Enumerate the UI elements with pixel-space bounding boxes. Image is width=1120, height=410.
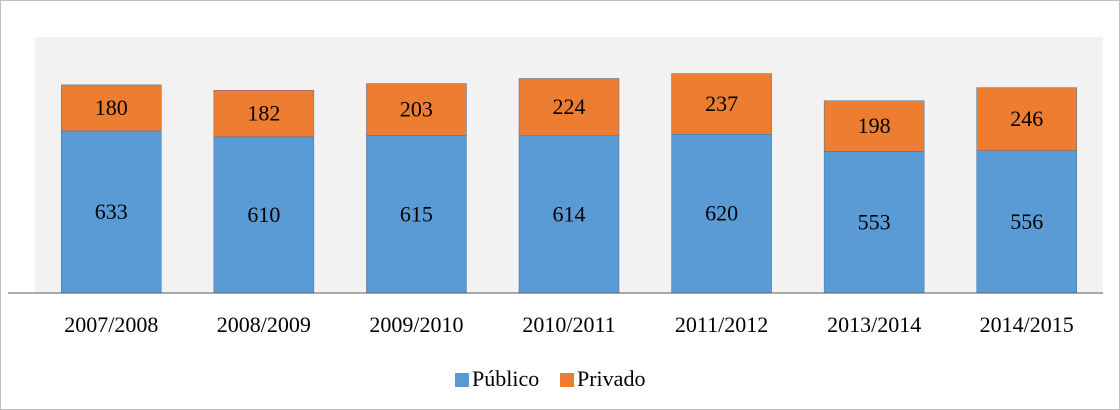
legend-label: Privado	[577, 366, 645, 391]
x-tick-label: 2010/2011	[522, 312, 615, 337]
x-tick-label: 2007/2008	[64, 312, 158, 337]
bar-segment	[213, 89, 315, 138]
x-tick-label: 2008/2009	[217, 312, 311, 337]
x-tick-label: 2009/2010	[369, 312, 463, 337]
data-label: 615	[400, 201, 433, 226]
bar-segment	[518, 78, 620, 137]
data-label: 237	[705, 91, 738, 116]
data-label: 610	[247, 202, 280, 227]
x-tick-label: 2013/2014	[827, 312, 921, 337]
bar-segment	[671, 134, 772, 294]
legend-swatch	[455, 373, 469, 387]
bar-segment	[366, 83, 467, 136]
data-label: 553	[858, 209, 891, 234]
data-label: 182	[247, 101, 280, 126]
data-label: 203	[400, 97, 433, 122]
bar-segment	[61, 84, 162, 132]
data-label: 246	[1010, 106, 1043, 131]
data-label: 620	[705, 201, 738, 226]
bar-segment	[823, 100, 925, 152]
data-label: 614	[553, 201, 586, 226]
data-label: 198	[858, 113, 891, 138]
data-label: 556	[1010, 209, 1043, 234]
bar-segment	[976, 150, 1077, 294]
x-tick-label: 2014/2015	[980, 312, 1074, 337]
bar-segment	[518, 135, 620, 294]
bar-segment	[976, 87, 1077, 151]
bar-segment	[671, 73, 772, 135]
data-label: 633	[95, 199, 128, 224]
x-tick-label: 2011/2012	[675, 312, 768, 337]
legend-label: Público	[472, 366, 539, 391]
bar-segment	[366, 135, 467, 294]
bar-segment	[213, 136, 315, 294]
data-label: 224	[553, 94, 586, 119]
bar-segment	[823, 151, 925, 294]
legend-swatch	[560, 373, 574, 387]
data-label: 180	[95, 95, 128, 120]
